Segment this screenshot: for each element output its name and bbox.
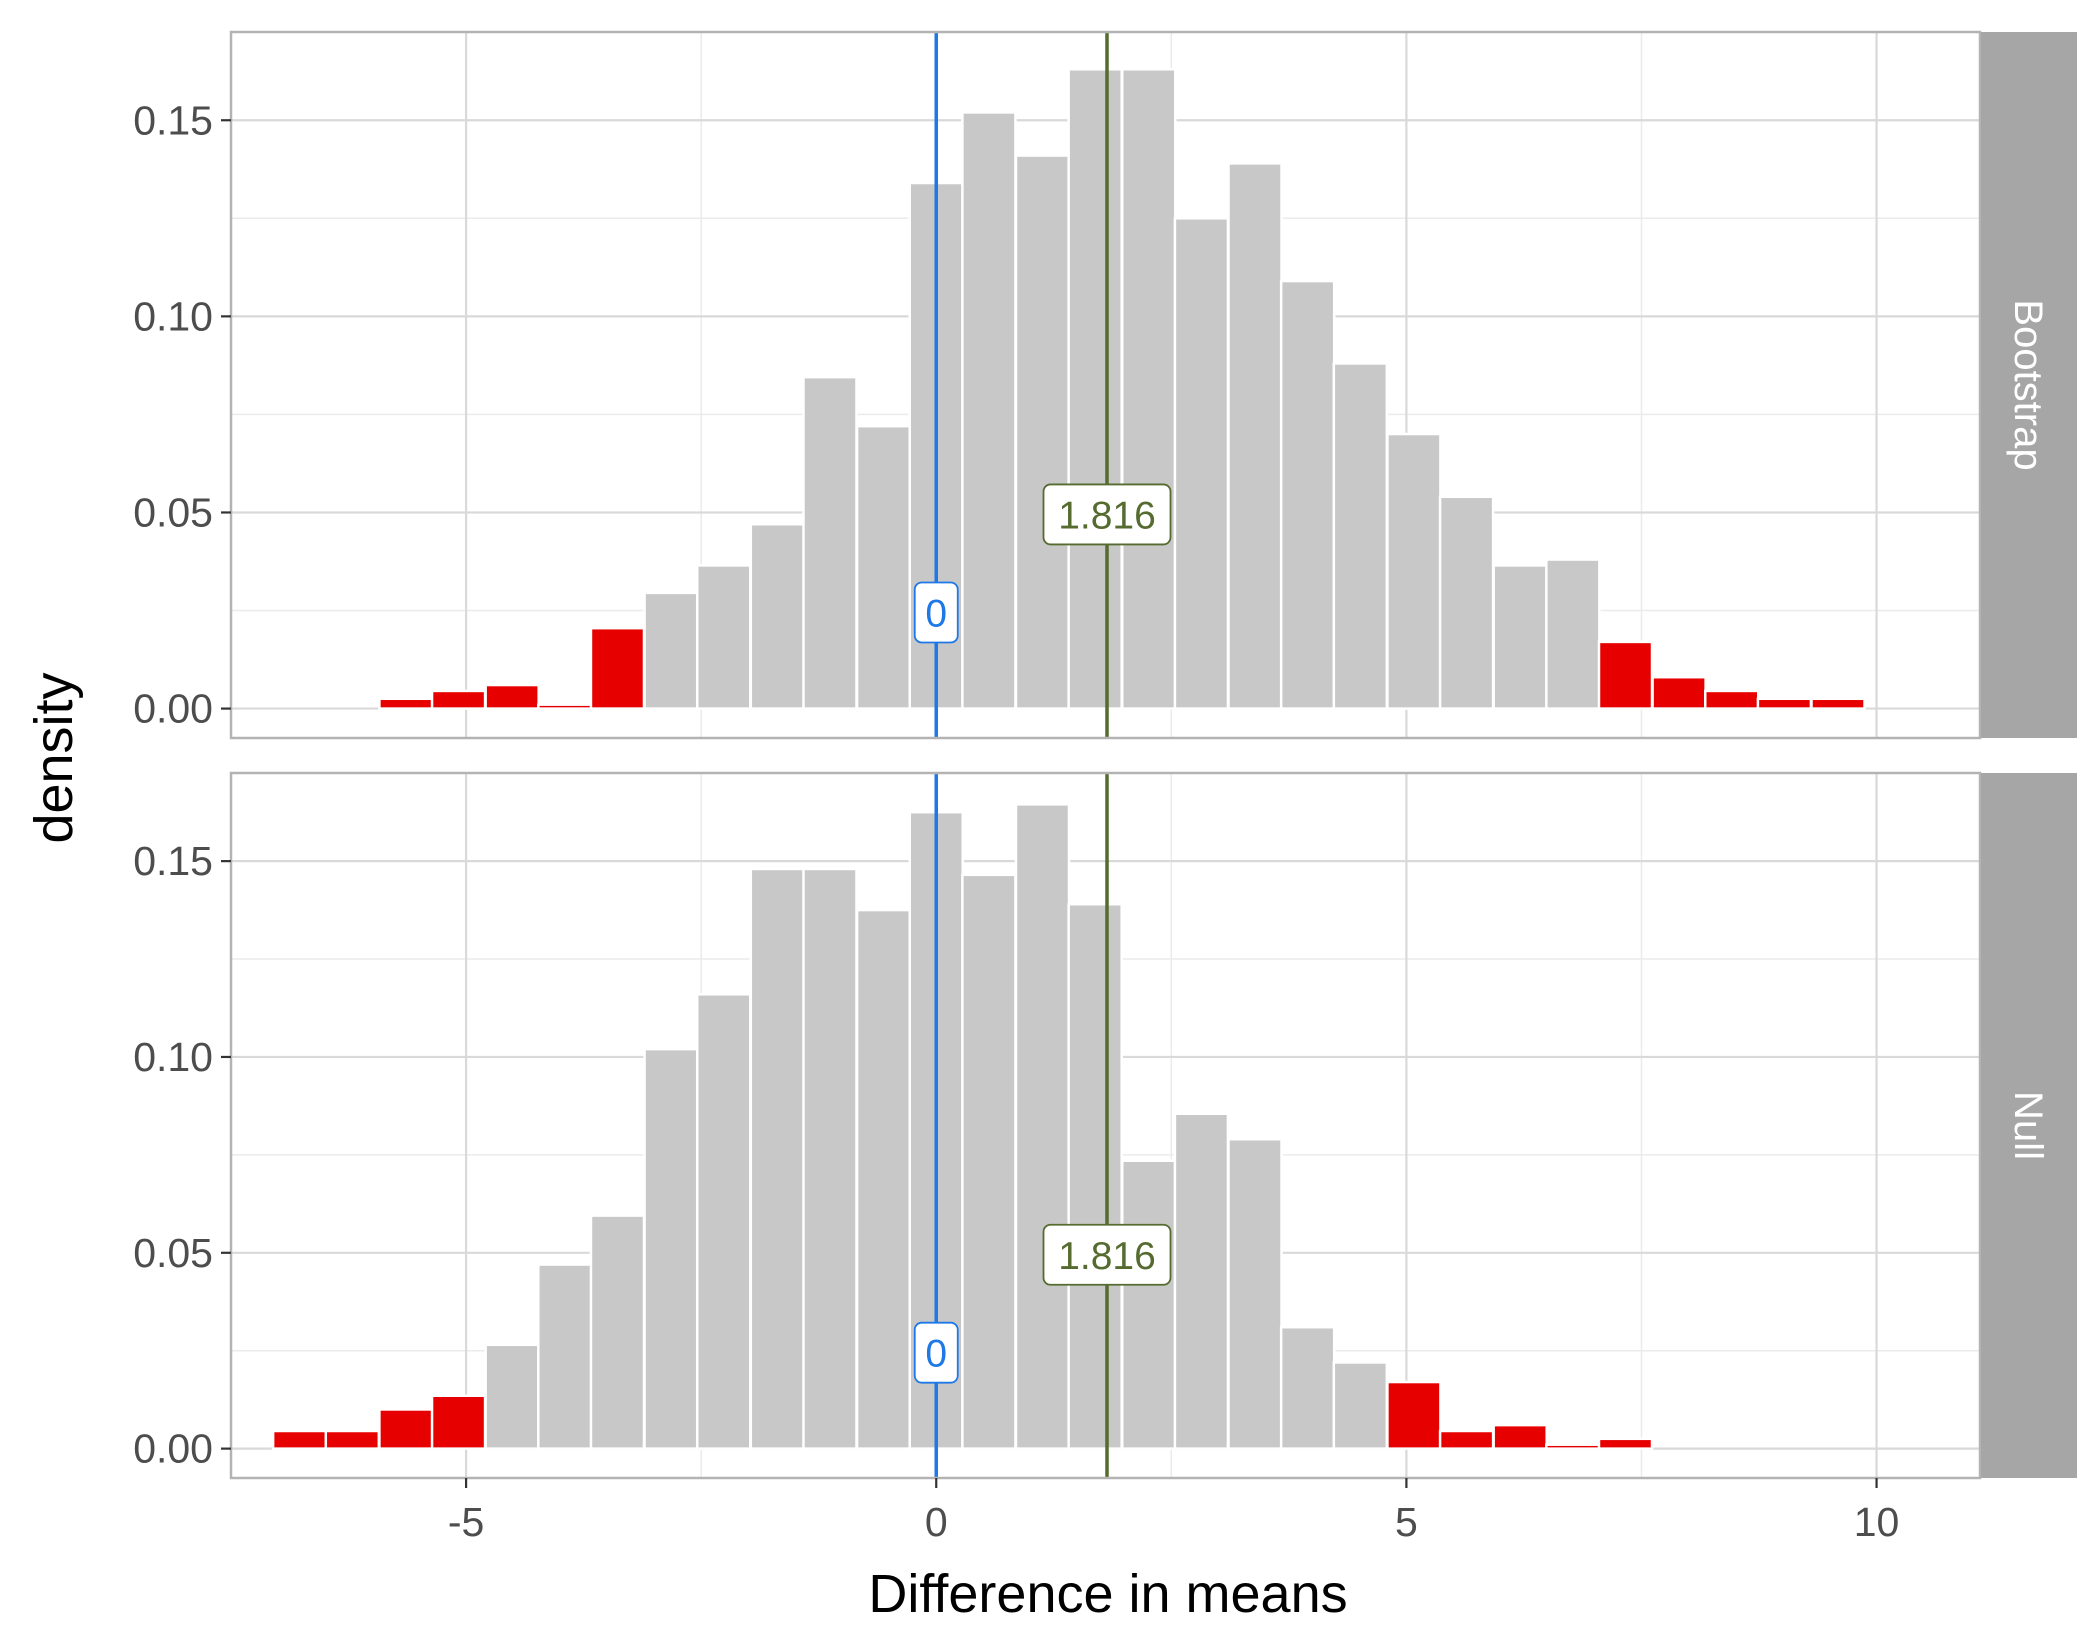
shaded-bar [1810,697,1866,710]
histogram-bar [961,873,1017,1450]
histogram-bar [643,591,699,710]
facet-panel-null: 0 1.816 0.00 0.05 0.10 0.15 Null [133,771,2077,1480]
histogram-bar [589,1214,646,1450]
histogram-bar [1386,432,1442,710]
shaded-bar [1545,1443,1601,1450]
histogram-bar [1279,1325,1336,1450]
observed-statistic-label-box [1042,483,1172,546]
facet-strip [1981,773,2077,1478]
histogram-bar [1492,564,1548,710]
y-tick-label: 0.10 [133,293,213,339]
panel-border [229,771,1982,1480]
shaded-bar [1386,1380,1442,1450]
facet-strip-label: Bootstrap [2006,299,2050,470]
panel-border [229,30,1982,740]
shaded-bar [378,1408,434,1450]
x-axis: -5 0 5 10 [448,1478,1900,1545]
y-tick-label: 0.10 [133,1034,213,1080]
null-value-label-box [913,581,959,644]
histogram-bar [1173,1112,1230,1450]
y-tick-label: 0.15 [133,838,213,884]
shaded-bar [430,689,487,710]
shaded-bar [589,626,646,710]
histogram-bar [1227,162,1283,710]
histogram-bar [749,867,806,1450]
x-tick-label: 10 [1854,1499,1900,1545]
shaded-bar [378,697,434,710]
histogram-bars [271,803,1654,1450]
histogram-bar [1545,558,1601,710]
histogram-bar [1332,1361,1389,1450]
shaded-bar [430,1394,487,1450]
histogram-bar [1120,68,1177,710]
histogram-bar [537,1263,593,1450]
null-value-label: 0 [925,592,947,635]
y-tick-label: 0.05 [133,489,213,535]
null-value-label: 0 [925,1333,947,1376]
histogram-bar [643,1047,699,1450]
histogram-bar [802,375,858,710]
y-tick-label: 0.05 [133,1230,213,1276]
histogram-bar [1227,1137,1283,1450]
y-axis-title: density [24,672,84,843]
null-value-label-box [913,1321,959,1384]
shaded-bar [1597,1437,1654,1450]
facet-panels: 0 1.816 0.00 0.05 0.10 0.15 Bootstrap 0 1.816 0.0… [133,30,2077,1480]
histogram-bar [1120,1159,1177,1450]
shaded-bar [1756,697,1813,710]
y-tick-label: 0.00 [133,686,213,732]
x-axis-title: Difference in means [868,1564,1347,1624]
shaded-bar [324,1429,381,1450]
shaded-bar [1492,1423,1548,1450]
shaded-bar [537,703,593,710]
histogram-bars [378,68,1866,710]
histogram-bar [1014,154,1071,710]
histogram-bar [1279,279,1336,710]
histogram-bar [695,564,752,710]
histogram-bar [961,111,1017,710]
shaded-bar [1597,640,1654,710]
histogram-bar [855,424,912,710]
x-tick-label: 5 [1395,1499,1418,1545]
y-tick-label: 0.15 [133,97,213,143]
histogram-bar [855,908,912,1450]
shaded-bar [1651,675,1707,710]
facet-panel-bootstrap: 0 1.816 0.00 0.05 0.10 0.15 Bootstrap [133,30,2077,740]
histogram-bar [695,993,752,1450]
shaded-bar [1438,1429,1495,1450]
histogram-bar [1332,362,1389,710]
observed-statistic-label: 1.816 [1058,494,1156,537]
shaded-bar [271,1429,328,1450]
histogram-bar [802,867,858,1450]
histogram-bar [1438,495,1495,710]
x-tick-label: -5 [448,1499,484,1545]
observed-statistic-label-box [1042,1223,1172,1286]
y-tick-label: 0.00 [133,1426,213,1472]
histogram-bar [1067,902,1123,1450]
shaded-bar [1703,689,1760,710]
histogram-bar [1014,803,1071,1450]
histogram-bar [484,1343,540,1450]
histogram-bar [1173,217,1230,710]
facet-strip-label: Null [2006,1091,2050,1160]
facet-strip [1981,32,2077,738]
histogram-bar [749,522,806,710]
shaded-bar [484,683,540,710]
observed-statistic-label: 1.816 [1058,1235,1156,1278]
x-tick-label: 0 [925,1499,948,1545]
histogram-bar [1067,68,1123,710]
